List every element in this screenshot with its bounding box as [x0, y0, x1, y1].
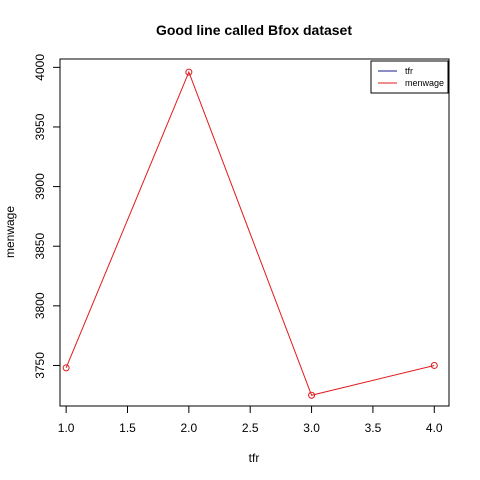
- legend-label-menwage: menwage: [405, 78, 444, 88]
- y-axis-label: menwage: [3, 206, 17, 258]
- y-tick-label: 3900: [33, 173, 47, 200]
- x-tick-label: 1.0: [58, 421, 75, 435]
- x-tick-label: 2.0: [181, 421, 198, 435]
- y-tick-label: 3850: [33, 233, 47, 260]
- x-axis: 1.0 1.5 2.0 2.5 3.0 3.5 4.0: [58, 406, 443, 435]
- y-tick-label: 3800: [33, 292, 47, 319]
- x-axis-label: tfr: [249, 451, 260, 465]
- x-tick-label: 3.5: [365, 421, 382, 435]
- x-tick-label: 1.5: [119, 421, 136, 435]
- plot-area: [59, 58, 450, 407]
- x-tick-label: 2.5: [242, 421, 259, 435]
- y-tick-label: 3750: [33, 352, 47, 379]
- y-tick-label: 3950: [33, 113, 47, 140]
- x-tick-label: 3.0: [303, 421, 320, 435]
- series-line-menwage: [65, 70, 435, 396]
- chart-title: Good line called Bfox dataset: [156, 22, 352, 38]
- data-point: [308, 391, 316, 399]
- y-axis: 3750 3800 3850 3900 3950 4000: [33, 54, 60, 379]
- legend-box: [370, 60, 449, 94]
- legend: tfr menwage: [370, 60, 449, 94]
- data-point: [430, 361, 438, 369]
- data-point: [185, 68, 193, 76]
- y-tick-label: 4000: [33, 54, 47, 81]
- data-point: [62, 364, 70, 372]
- x-tick-label: 4.0: [426, 421, 443, 435]
- series-layer: [62, 68, 438, 399]
- legend-label-tfr: tfr: [405, 66, 413, 76]
